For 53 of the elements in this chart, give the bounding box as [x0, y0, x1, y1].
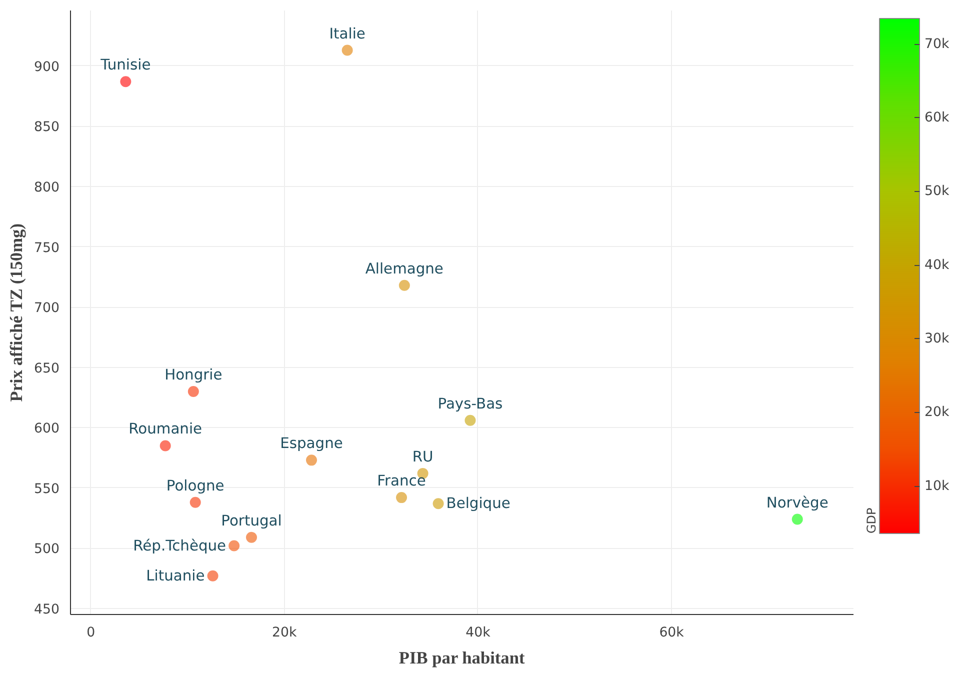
y-tick-label: 450	[34, 602, 60, 618]
y-tick-label: 600	[34, 422, 60, 437]
point	[396, 492, 408, 504]
annotation: Hongrie	[164, 366, 222, 384]
color-bar-label: 30k	[924, 331, 950, 346]
point	[432, 498, 444, 510]
annotation: Allemagne	[365, 260, 444, 278]
point	[246, 532, 257, 543]
annotation: Pays-Bas	[438, 395, 503, 412]
annotation: Roumanie	[128, 420, 202, 438]
annotation: Rép.Tchèque	[133, 537, 226, 554]
point	[228, 540, 240, 552]
color-bar-label: 60k	[924, 110, 950, 126]
x-tick-label: 20k	[272, 626, 298, 640]
color-bar-title: GDP	[864, 508, 878, 534]
x-axis-title: PIB par habitant	[398, 648, 525, 668]
x-tick-label: 0	[86, 626, 96, 640]
y-axis-title: Prix affiché TZ (150mg)	[7, 223, 26, 402]
color-bar-label: 10k	[924, 478, 950, 494]
point	[398, 280, 410, 291]
y-tick-label: 500	[34, 542, 60, 558]
y-tick-label: 800	[34, 180, 60, 196]
point	[792, 514, 803, 525]
annotation: Lituanie	[146, 567, 205, 584]
annotation: France	[377, 472, 426, 490]
y-tick-label: 650	[34, 361, 60, 376]
annotation: Norvège	[766, 494, 828, 512]
annotation: Pologne	[166, 477, 224, 494]
color-bar-label: 20k	[924, 405, 950, 420]
point	[190, 496, 201, 508]
x-tick-label: 60k	[659, 626, 684, 640]
annotation: Belgique	[446, 495, 510, 512]
y-tick-label: 700	[34, 301, 60, 316]
color-bar-label: 40k	[924, 258, 950, 273]
point	[188, 386, 199, 397]
point	[120, 76, 132, 88]
annotation: Italie	[329, 25, 366, 42]
y-tick-label: 850	[34, 120, 60, 136]
x-tick-label: 40k	[466, 626, 491, 640]
point	[464, 414, 476, 426]
annotation: Portugal	[221, 512, 282, 530]
color-bar-label: 50k	[924, 184, 950, 200]
y-tick-label: 750	[34, 240, 60, 256]
annotation: RU	[412, 448, 434, 466]
color-bar-label: 70k	[924, 36, 950, 52]
point	[306, 454, 317, 466]
annotation: Tunisie	[100, 56, 151, 74]
point	[160, 440, 171, 452]
y-tick-label: 900	[34, 60, 60, 75]
y-tick-label: 550	[34, 482, 60, 497]
point	[342, 44, 353, 56]
annotation: Espagne	[280, 435, 343, 452]
point	[207, 570, 218, 582]
